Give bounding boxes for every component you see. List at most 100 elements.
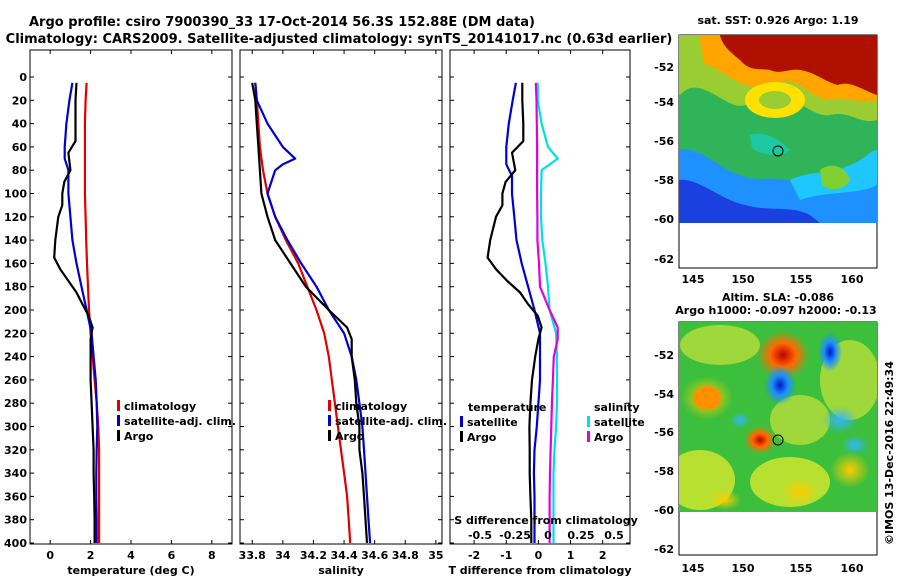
x-tick-label: 4 xyxy=(127,549,135,562)
lat-tick-label: -54 xyxy=(654,388,674,401)
y-tick-label: 320 xyxy=(4,444,27,457)
argo-location-marker xyxy=(772,434,784,446)
x-tick-label: 0 xyxy=(535,549,543,562)
legend-label-climatology: climatology xyxy=(335,400,407,413)
series-line-satellite-adj-clim- xyxy=(254,82,372,544)
s-tick-label: 0.25 xyxy=(567,529,594,542)
sla-lat-ticks: -52 -54 -56 -58 -60 -62 xyxy=(654,349,674,556)
y-tick-label: 60 xyxy=(12,141,28,154)
sst-map: sat. SST: 0.926 Argo: 1.19 -52 -54 -56 -… xyxy=(654,14,878,286)
y-tick-label: 260 xyxy=(4,374,27,387)
series-line-argo xyxy=(53,82,96,543)
lon-tick-label: 160 xyxy=(841,562,864,575)
lat-tick-label: -52 xyxy=(654,349,674,362)
legend-swatch-climatology xyxy=(328,400,331,411)
s-tick-label: 0 xyxy=(544,529,552,542)
legend-title-temperature: temperature xyxy=(468,401,546,414)
plot-frame xyxy=(29,49,233,545)
x-tick-label: 34.2 xyxy=(300,549,327,562)
s-tick-label: -0.25 xyxy=(499,529,531,542)
x-tick-label: 33.8 xyxy=(239,549,266,562)
lon-tick-label: 150 xyxy=(732,273,755,286)
legend-label-climatology: climatology xyxy=(124,400,196,413)
x-tick-label: 34.4 xyxy=(330,549,357,562)
sla-map-subtitle: Argo h1000: -0.097 h2000: -0.13 xyxy=(675,304,876,317)
y-tick-label: 0 xyxy=(19,71,27,84)
lat-tick-label: -62 xyxy=(654,253,674,266)
s-difference-label: S difference from climatology xyxy=(454,514,638,527)
s-tick-label: -0.5 xyxy=(468,529,492,542)
y-tick-label: 280 xyxy=(4,397,27,410)
legend-label-argo: Argo xyxy=(335,430,365,443)
difference-legend-temperature: temperature satellite Argo xyxy=(460,401,546,444)
difference-legend-salinity: salinity satellite Argo xyxy=(587,401,645,444)
difference-panel: -2 -1 0 1 2 T difference from climatology xyxy=(448,49,632,577)
x-tick-label: 34.8 xyxy=(392,549,419,562)
lat-tick-label: -58 xyxy=(654,465,674,478)
sst-field xyxy=(679,35,877,223)
legend-label-t-satellite: satellite xyxy=(467,416,518,429)
x-tick-label: 6 xyxy=(168,549,176,562)
legend-swatch-s-satellite xyxy=(587,416,590,427)
lon-tick-label: 155 xyxy=(790,273,813,286)
lat-tick-label: -54 xyxy=(654,96,674,109)
sla-map-title: Altim. SLA: -0.086 xyxy=(722,291,834,304)
x-tick-label: 2 xyxy=(599,549,607,562)
series-line-s-argo xyxy=(534,82,559,543)
x-tick-label: -2 xyxy=(468,549,480,562)
legend-swatch-climatology xyxy=(117,400,120,411)
sst-map-title: sat. SST: 0.926 Argo: 1.19 xyxy=(697,14,858,27)
legend-label-satellite: satellite-adj. clim. xyxy=(335,415,447,428)
legend-swatch-argo xyxy=(328,430,331,441)
argo-location-marker xyxy=(772,145,784,157)
lon-tick-label: 155 xyxy=(790,562,813,575)
sla-lon-ticks: 145 150 155 160 xyxy=(682,562,864,575)
x-tick-label: 0 xyxy=(46,549,54,562)
y-tick-label: 180 xyxy=(4,281,27,294)
figure-title-line1: Argo profile: csiro 7900390_33 17-Oct-20… xyxy=(29,15,535,30)
x-axis-label: T difference from climatology xyxy=(448,564,631,577)
y-tick-label: 40 xyxy=(12,118,28,131)
sla-field xyxy=(679,322,877,512)
x-tick-label: 34 xyxy=(275,549,291,562)
legend-title-salinity: salinity xyxy=(594,401,640,414)
x-tick-label: 8 xyxy=(208,549,216,562)
salinity-panel: 33.8 34 34.2 34.4 34.6 34.8 35 salinity xyxy=(239,49,444,577)
plot-frame xyxy=(239,49,443,545)
series-line-satellite-adj-clim- xyxy=(63,82,99,543)
legend-swatch-satellite xyxy=(117,415,120,426)
imos-watermark: ©IMOS 13-Dec-2016 22:49:34 xyxy=(883,361,896,545)
y-tick-label: 140 xyxy=(4,234,27,247)
y-tick-label: 160 xyxy=(4,257,27,270)
lat-tick-label: -60 xyxy=(654,504,674,517)
y-tick-label: 100 xyxy=(4,188,27,201)
y-tick-label: 360 xyxy=(4,490,27,503)
y-tick-label: 200 xyxy=(4,304,27,317)
lat-tick-label: -56 xyxy=(654,426,674,439)
y-tick-label: 300 xyxy=(4,421,27,434)
lat-tick-label: -58 xyxy=(654,174,674,187)
sst-lon-ticks: 145 150 155 160 xyxy=(682,273,864,286)
lat-tick-label: -60 xyxy=(654,213,674,226)
x-axis-label: salinity xyxy=(318,564,364,577)
lon-tick-label: 145 xyxy=(682,562,705,575)
legend-label-s-argo: Argo xyxy=(594,431,624,444)
y-tick-label: 220 xyxy=(4,327,27,340)
x-tick-label: 1 xyxy=(567,549,575,562)
y-tick-label: 240 xyxy=(4,351,27,364)
legend-swatch-argo xyxy=(117,430,120,441)
x-tick-label: 35 xyxy=(428,549,443,562)
y-tick-label: 120 xyxy=(4,211,27,224)
lon-tick-label: 145 xyxy=(682,273,705,286)
s-tick-label: 0.5 xyxy=(604,529,624,542)
x-tick-label: 2 xyxy=(87,549,95,562)
series-line-t-argo xyxy=(486,82,543,543)
legend-swatch-s-argo xyxy=(587,431,590,442)
salinity-legend: climatology satellite-adj. clim. Argo xyxy=(328,400,447,443)
sst-lat-ticks: -52 -54 -56 -58 -60 -62 xyxy=(654,61,674,266)
lon-tick-label: 150 xyxy=(732,562,755,575)
series-line-s-satellite xyxy=(536,82,559,543)
s-difference-ticks: -0.5 -0.25 0 0.25 0.5 xyxy=(468,529,624,542)
lat-tick-label: -56 xyxy=(654,135,674,148)
